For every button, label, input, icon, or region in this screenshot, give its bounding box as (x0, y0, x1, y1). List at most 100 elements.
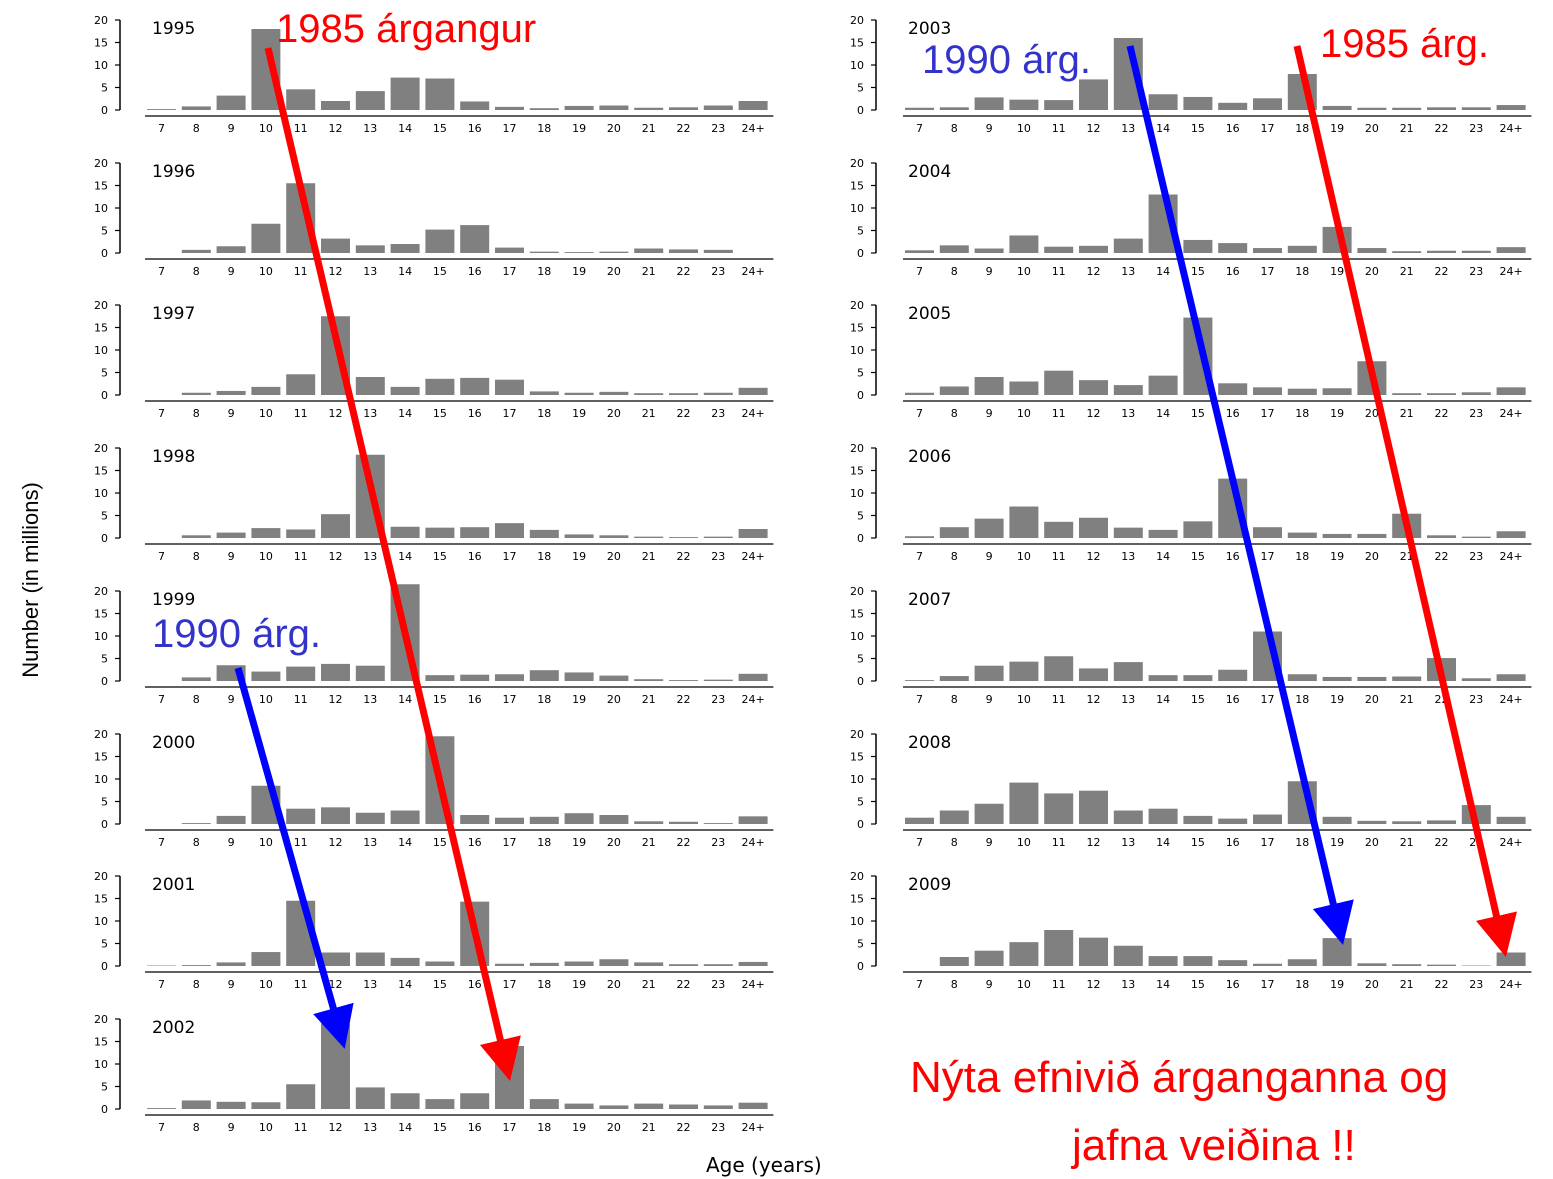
bar-1995-age-13 (355, 91, 385, 110)
bar-1995-age-22 (669, 107, 698, 110)
x-tick-label: 19 (1330, 978, 1344, 991)
y-tick-label: 0 (101, 1103, 108, 1116)
bar-2006-age-14 (1148, 529, 1178, 538)
y-tick-label: 15 (850, 751, 864, 764)
bar-1996-age-17 (495, 247, 524, 253)
x-tick-label: 17 (1261, 265, 1275, 278)
x-tick-label: 20 (1365, 122, 1379, 135)
bar-2009-age-18 (1287, 959, 1317, 966)
x-tick-label: 20 (1365, 265, 1379, 278)
panel-1996: 0 5 10 15 20 1996 7 8 9 10 11 12 13 14 15 16 17 18 19 20 21 2… (94, 157, 774, 278)
bar-2004-age-17 (1253, 248, 1282, 253)
x-tick-label: 17 (503, 407, 517, 420)
x-tick-label: 22 (677, 1121, 691, 1134)
x-tick-label: 24+ (1499, 122, 1522, 135)
x-tick-label: 12 (329, 693, 343, 706)
y-tick-label: 0 (101, 532, 108, 545)
bar-1995-age-9 (216, 95, 246, 110)
bar-1997-age-13 (355, 377, 385, 395)
bar-1998-age-22 (669, 537, 698, 538)
y-tick-label: 0 (857, 675, 864, 688)
x-tick-label: 9 (228, 836, 235, 849)
bar-2009-age-20 (1357, 963, 1387, 966)
bar-2001-age-18 (529, 962, 559, 966)
bar-2002-age-19 (564, 1103, 594, 1109)
bar-1996-age-22 (669, 249, 698, 253)
x-tick-label: 16 (468, 550, 482, 563)
bar-2004-age-10 (1009, 235, 1039, 253)
bar-2007-age-19 (1322, 676, 1352, 681)
panel-year-label: 2000 (152, 733, 195, 753)
x-tick-label: 8 (951, 550, 958, 563)
bar-1997-age-9 (216, 390, 246, 395)
y-tick-label: 15 (94, 751, 108, 764)
x-tick-label: 8 (193, 836, 200, 849)
bar-2005-age-8 (939, 386, 969, 395)
y-tick-label: 10 (94, 773, 108, 786)
x-tick-label: 19 (572, 1121, 586, 1134)
bar-1998-age-17 (495, 523, 524, 538)
x-tick-label: 8 (951, 978, 958, 991)
bar-2002-age-7 (147, 1108, 176, 1109)
y-tick-label: 10 (850, 202, 864, 215)
bar-1998-age-21 (634, 536, 664, 538)
x-tick-label: 20 (607, 122, 621, 135)
x-tick-label: 21 (1400, 265, 1414, 278)
x-tick-label: 15 (433, 122, 447, 135)
bar-2005-age-23 (1461, 392, 1491, 395)
y-tick-label: 15 (850, 180, 864, 193)
bar-2005-age-17 (1253, 387, 1282, 395)
x-tick-label: 18 (1295, 265, 1309, 278)
x-tick-label: 14 (1156, 122, 1170, 135)
x-tick-label: 18 (537, 265, 551, 278)
x-tick-label: 22 (1435, 407, 1449, 420)
x-tick-label: 15 (1191, 407, 1205, 420)
bar-2002-age-12 (321, 1023, 350, 1109)
bar-2002-age-22 (669, 1104, 698, 1109)
x-tick-label: 11 (1052, 836, 1066, 849)
bar-2009-age-11 (1044, 930, 1074, 966)
x-tick-label: 9 (986, 978, 993, 991)
bar-1998-age-9 (216, 532, 246, 538)
y-tick-label: 10 (850, 915, 864, 928)
panel-2004: 0 5 10 15 20 2004 7 8 9 10 11 12 13 14 15 16 17 18 19 20 21 2… (850, 157, 1532, 278)
x-tick-label: 12 (1087, 978, 1101, 991)
bar-2007-age-20 (1357, 676, 1387, 681)
x-tick-label: 19 (1330, 550, 1344, 563)
x-tick-label: 13 (1121, 693, 1135, 706)
x-tick-label: 11 (294, 122, 308, 135)
x-tick-label: 18 (537, 978, 551, 991)
x-tick-label: 16 (468, 978, 482, 991)
bar-1995-age-12 (321, 101, 350, 110)
x-tick-label: 9 (228, 693, 235, 706)
y-tick-label: 0 (857, 818, 864, 831)
bar-2006-age-7 (905, 536, 934, 538)
x-tick-label: 12 (329, 407, 343, 420)
bar-2001-age-19 (564, 961, 594, 966)
bar-2007-age-21 (1392, 676, 1422, 681)
panel-year-label: 2007 (908, 590, 951, 610)
x-tick-label: 11 (294, 1121, 308, 1134)
blue-arrow-left (234, 667, 354, 1049)
x-tick-label: 17 (1261, 836, 1275, 849)
bar-2001-age-15 (425, 961, 455, 966)
x-tick-label: 7 (158, 265, 165, 278)
x-tick-label: 10 (259, 122, 273, 135)
bar-2006-age-9 (974, 518, 1004, 538)
x-tick-label: 11 (294, 693, 308, 706)
y-tick-label: 15 (94, 608, 108, 621)
x-tick-label: 13 (1121, 407, 1135, 420)
bar-1995-age-17 (495, 106, 524, 110)
bar-2007-age-7 (905, 680, 934, 681)
x-tick-label: 7 (916, 265, 923, 278)
bar-2006-age-11 (1044, 521, 1074, 538)
x-tick-label: 18 (1295, 122, 1309, 135)
bar-2000-age-19 (564, 813, 594, 824)
y-tick-label: 0 (101, 675, 108, 688)
y-tick-label: 0 (101, 960, 108, 973)
x-tick-label: 15 (1191, 693, 1205, 706)
y-tick-label: 0 (857, 960, 864, 973)
bar-2002-age-23 (703, 1105, 733, 1109)
x-tick-label: 10 (1017, 550, 1031, 563)
x-tick-label: 20 (1365, 836, 1379, 849)
